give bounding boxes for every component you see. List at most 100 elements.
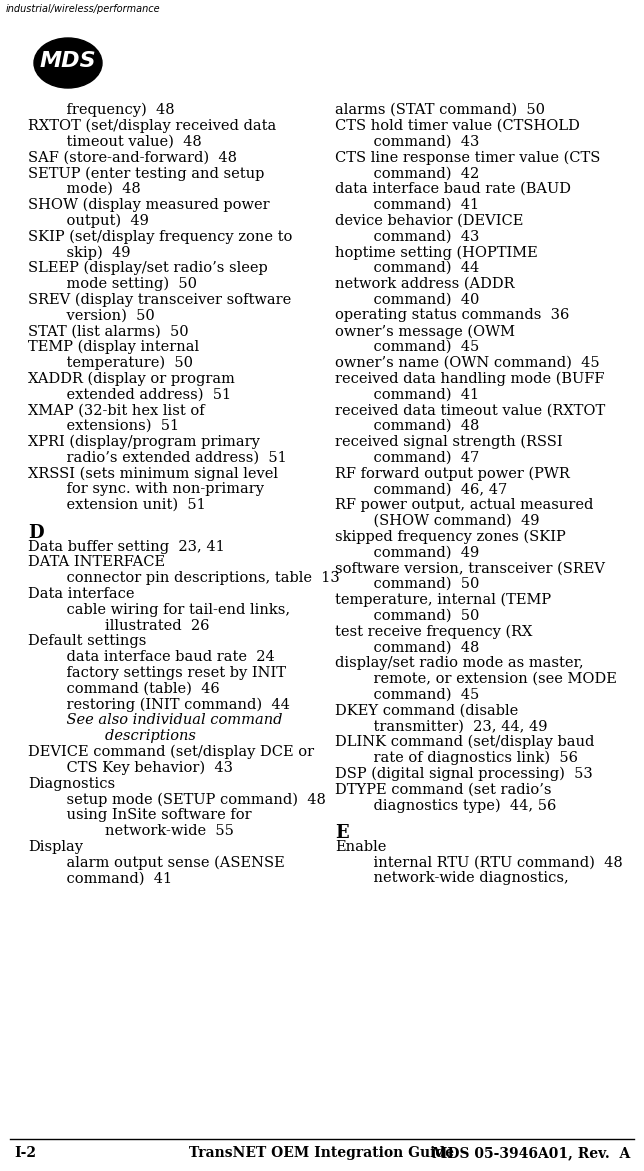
Text: diagnostics type)  44, 56: diagnostics type) 44, 56 [355,799,556,813]
Text: command)  49: command) 49 [355,546,479,560]
Text: Data interface: Data interface [28,587,135,601]
Text: extensions)  51: extensions) 51 [48,419,179,433]
Text: frequency)  48: frequency) 48 [48,103,175,117]
Text: CTS Key behavior)  43: CTS Key behavior) 43 [48,761,233,775]
Text: restoring (INIT command)  44: restoring (INIT command) 44 [48,698,290,712]
Text: skip)  49: skip) 49 [48,245,131,260]
Text: device behavior (DEVICE: device behavior (DEVICE [335,213,524,227]
Text: command)  41: command) 41 [355,198,479,212]
Text: SKIP (set/display frequency zone to: SKIP (set/display frequency zone to [28,230,292,244]
Text: connector pin descriptions, table  13: connector pin descriptions, table 13 [48,571,340,586]
Text: network address (ADDR: network address (ADDR [335,276,515,290]
Text: network-wide  55: network-wide 55 [68,824,234,838]
Ellipse shape [34,37,102,88]
Text: test receive frequency (RX: test receive frequency (RX [335,624,533,639]
Text: Default settings: Default settings [28,635,146,649]
Text: setup mode (SETUP command)  48: setup mode (SETUP command) 48 [48,793,326,807]
Text: remote, or extension (see MODE: remote, or extension (see MODE [355,672,617,686]
Text: TEMP (display internal: TEMP (display internal [28,340,199,355]
Text: RF power output, actual measured: RF power output, actual measured [335,498,593,512]
Text: data interface baud rate  24: data interface baud rate 24 [48,650,275,664]
Text: DTYPE command (set radio’s: DTYPE command (set radio’s [335,782,551,796]
Text: version)  50: version) 50 [48,308,155,322]
Text: hoptime setting (HOPTIME: hoptime setting (HOPTIME [335,245,538,260]
Text: Data buffer setting  23, 41: Data buffer setting 23, 41 [28,540,225,554]
Text: temperature, internal (TEMP: temperature, internal (TEMP [335,593,551,608]
Text: transmitter)  23, 44, 49: transmitter) 23, 44, 49 [355,719,547,733]
Text: command)  50: command) 50 [355,609,479,623]
Text: internal RTU (RTU command)  48: internal RTU (RTU command) 48 [355,856,623,870]
Text: SHOW (display measured power: SHOW (display measured power [28,198,270,212]
Text: SREV (display transceiver software: SREV (display transceiver software [28,293,291,307]
Text: command)  48: command) 48 [355,419,479,433]
Text: (SHOW command)  49: (SHOW command) 49 [355,514,540,528]
Text: DSP (digital signal processing)  53: DSP (digital signal processing) 53 [335,767,592,781]
Text: Display: Display [28,840,83,854]
Text: factory settings reset by INIT: factory settings reset by INIT [48,666,286,680]
Text: SLEEP (display/set radio’s sleep: SLEEP (display/set radio’s sleep [28,261,268,275]
Text: radio’s extended address)  51: radio’s extended address) 51 [48,451,287,465]
Text: command)  50: command) 50 [355,577,479,591]
Text: RF forward output power (PWR: RF forward output power (PWR [335,466,570,481]
Text: using InSite software for: using InSite software for [48,808,252,822]
Text: STAT (list alarms)  50: STAT (list alarms) 50 [28,324,189,338]
Text: descriptions: descriptions [68,730,196,744]
Text: Diagnostics: Diagnostics [28,776,115,790]
Text: DEVICE command (set/display DCE or: DEVICE command (set/display DCE or [28,745,314,759]
Text: timeout value)  48: timeout value) 48 [48,135,202,149]
Text: MDS: MDS [40,52,97,71]
Text: received data timeout value (RXTOT: received data timeout value (RXTOT [335,403,605,417]
Text: See also individual command: See also individual command [48,713,283,727]
Text: received signal strength (RSSI: received signal strength (RSSI [335,434,563,450]
Text: XPRI (display/program primary: XPRI (display/program primary [28,434,260,450]
Text: command)  46, 47: command) 46, 47 [355,482,507,497]
Text: DKEY command (disable: DKEY command (disable [335,704,518,718]
Text: industrial/wireless/performance: industrial/wireless/performance [6,4,160,14]
Text: received data handling mode (BUFF: received data handling mode (BUFF [335,371,605,386]
Text: command)  48: command) 48 [355,641,479,655]
Text: XADDR (display or program: XADDR (display or program [28,371,235,386]
Text: SETUP (enter testing and setup: SETUP (enter testing and setup [28,166,265,180]
Text: DATA INTERFACE: DATA INTERFACE [28,555,165,569]
Text: owner’s message (OWM: owner’s message (OWM [335,324,515,338]
Text: extended address)  51: extended address) 51 [48,388,231,402]
Text: mode setting)  50: mode setting) 50 [48,276,197,292]
Text: cable wiring for tail-end links,: cable wiring for tail-end links, [48,603,290,617]
Text: command)  41: command) 41 [355,388,479,402]
Text: RXTOT (set/display received data: RXTOT (set/display received data [28,118,276,133]
Text: extension unit)  51: extension unit) 51 [48,498,205,512]
Text: alarm output sense (ASENSE: alarm output sense (ASENSE [48,856,285,870]
Text: SAF (store-and-forward)  48: SAF (store-and-forward) 48 [28,150,237,164]
Text: alarms (STAT command)  50: alarms (STAT command) 50 [335,103,545,117]
Text: network-wide diagnostics,: network-wide diagnostics, [355,871,569,885]
Text: MDS 05-3946A01, Rev.  A: MDS 05-3946A01, Rev. A [431,1146,630,1160]
Text: CTS line response timer value (CTS: CTS line response timer value (CTS [335,150,600,165]
Text: D: D [28,523,44,542]
Text: operating status commands  36: operating status commands 36 [335,308,569,322]
Text: skipped frequency zones (SKIP: skipped frequency zones (SKIP [335,529,565,545]
Text: command)  43: command) 43 [355,230,479,244]
Text: XMAP (32-bit hex list of: XMAP (32-bit hex list of [28,403,205,417]
Text: TransNET OEM Integration Guide: TransNET OEM Integration Guide [189,1146,455,1160]
Text: XRSSI (sets minimum signal level: XRSSI (sets minimum signal level [28,466,278,481]
Text: mode)  48: mode) 48 [48,182,141,196]
Text: command)  44: command) 44 [355,261,479,275]
Text: command)  43: command) 43 [355,135,479,149]
Text: command)  42: command) 42 [355,166,479,180]
Text: E: E [335,824,348,842]
Text: output)  49: output) 49 [48,213,149,228]
Text: software version, transceiver (SREV: software version, transceiver (SREV [335,561,605,575]
Text: command)  41: command) 41 [48,871,172,885]
Text: Enable: Enable [335,840,386,854]
Text: rate of diagnostics link)  56: rate of diagnostics link) 56 [355,751,578,765]
Text: command)  47: command) 47 [355,451,479,465]
Text: display/set radio mode as master,: display/set radio mode as master, [335,656,583,670]
Text: I-2: I-2 [14,1146,36,1160]
Text: command)  45: command) 45 [355,340,479,354]
Text: command)  45: command) 45 [355,687,479,701]
Text: CTS hold timer value (CTSHOLD: CTS hold timer value (CTSHOLD [335,118,580,132]
Text: command (table)  46: command (table) 46 [48,682,220,696]
Text: command)  40: command) 40 [355,293,479,307]
Text: illustrated  26: illustrated 26 [68,618,209,632]
Text: temperature)  50: temperature) 50 [48,356,193,370]
